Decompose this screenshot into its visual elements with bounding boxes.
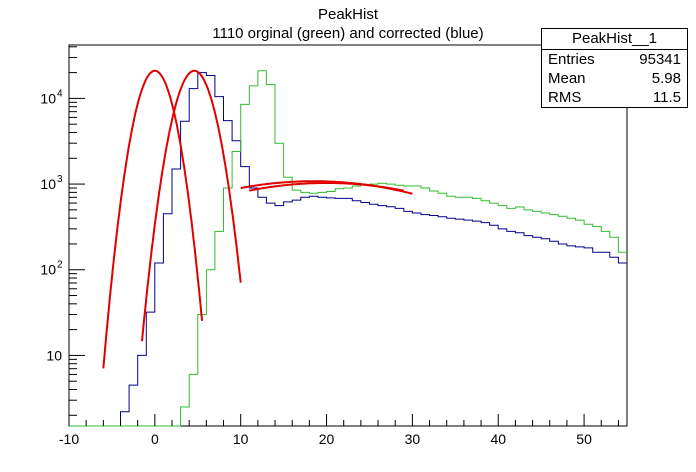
fit-curve-1	[102, 69, 204, 369]
x-tick-label: -10	[59, 431, 79, 447]
y-tick-exponent: 2	[57, 260, 63, 271]
stats-rms-value: 11.5	[652, 89, 681, 106]
y-tick-exponent: 4	[57, 88, 63, 99]
chart-title: PeakHist	[317, 6, 379, 23]
stats-row-mean: Mean 5.98	[542, 69, 687, 88]
stats-mean-value: 5.98	[651, 70, 681, 87]
x-tick-label: 50	[576, 431, 592, 447]
y-tick-exponent: 3	[57, 174, 63, 185]
x-tick-label: 10	[233, 431, 249, 447]
fit-curve-4	[249, 182, 405, 192]
stats-entries-value: 95341	[639, 51, 681, 68]
y-tick-label: 10	[46, 347, 62, 363]
x-tick-label: 0	[151, 431, 159, 447]
plot-frame	[68, 44, 628, 427]
stats-box: PeakHist__1 Entries 95341 Mean 5.98 RMS …	[541, 28, 688, 108]
histogram-series-1	[69, 72, 627, 427]
stats-title: PeakHist__1	[542, 29, 687, 50]
x-tick-label: 40	[490, 431, 506, 447]
y-tick-label: 10	[40, 176, 56, 192]
stats-entries-label: Entries	[548, 51, 595, 68]
stats-mean-label: Mean	[548, 70, 586, 87]
x-tick-label: 20	[319, 431, 335, 447]
y-tick-label: 10	[40, 90, 56, 106]
x-tick-label: 30	[405, 431, 421, 447]
stats-row-entries: Entries 95341	[542, 50, 687, 69]
fit-curve-2	[141, 69, 242, 342]
y-tick-label: 10	[40, 262, 56, 278]
fit-layer	[102, 69, 413, 369]
stats-rms-label: RMS	[548, 89, 582, 106]
chart-subtitle: 1110 orginal (green) and corrected (blue…	[212, 25, 484, 42]
stats-row-rms: RMS 11.5	[542, 88, 687, 107]
